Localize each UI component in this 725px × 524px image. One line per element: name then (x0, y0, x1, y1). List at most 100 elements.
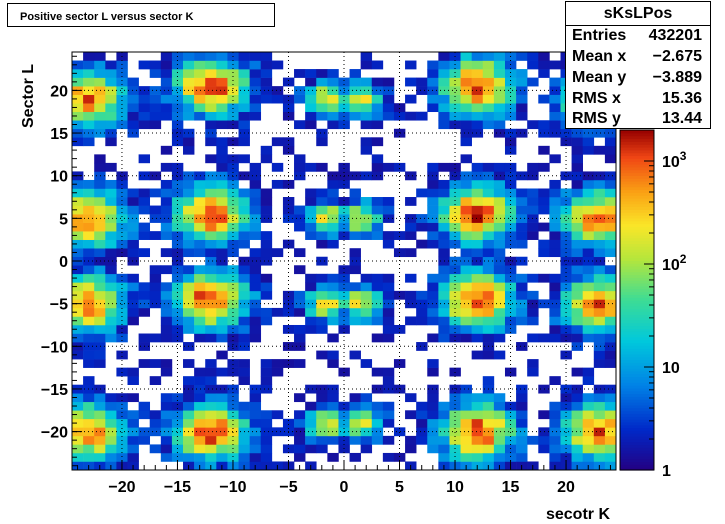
heatmap-cell (205, 188, 217, 198)
heatmap-cell (571, 324, 583, 334)
heatmap-cell (138, 154, 151, 164)
heatmap-cell (249, 273, 262, 283)
heatmap-cell (471, 188, 484, 198)
heatmap-cell (94, 154, 106, 164)
heatmap-cell (471, 60, 484, 70)
heatmap-cell (316, 222, 328, 232)
heatmap-cell (438, 69, 450, 78)
heatmap-cell (249, 94, 262, 104)
stats-label: Mean y (572, 69, 627, 86)
heatmap-cell (482, 231, 495, 240)
heatmap-cell (493, 171, 506, 181)
heatmap-cell (416, 111, 428, 121)
heatmap-cell (294, 359, 306, 368)
heatmap-cell (582, 435, 595, 445)
heatmap-cell (216, 410, 228, 420)
colorbar-segment (620, 362, 654, 366)
heatmap-cell (160, 299, 173, 309)
heatmap-cell (471, 452, 484, 462)
heatmap-cell (449, 231, 461, 240)
heatmap-cell (604, 410, 617, 420)
colorbar-segment (620, 215, 654, 219)
heatmap-cell (360, 231, 373, 240)
heatmap-cell (360, 145, 373, 155)
heatmap-cell (560, 231, 572, 240)
heatmap-cell (471, 273, 484, 283)
heatmap-cell (571, 214, 583, 223)
heatmap-cell (427, 410, 439, 420)
heatmap-cell (593, 273, 606, 283)
heatmap-cell (493, 103, 506, 113)
heatmap-cell (493, 120, 506, 130)
heatmap-cell (582, 393, 595, 403)
heatmap-cell (460, 86, 472, 95)
heatmap-cell (504, 69, 517, 78)
heatmap-cell (260, 214, 273, 223)
heatmap-cell (249, 444, 262, 454)
colorbar-segment (620, 274, 654, 278)
heatmap-cell (549, 376, 561, 385)
heatmap-cell (593, 393, 606, 403)
heatmap-cell (149, 171, 162, 181)
heatmap-cell (260, 154, 273, 164)
heatmap-cell (94, 333, 106, 343)
heatmap-cell (382, 197, 395, 206)
heatmap-cell (238, 239, 250, 249)
heatmap-cell (294, 342, 306, 351)
heatmap-cell (382, 77, 395, 87)
heatmap-cell (227, 205, 239, 215)
heatmap-cell (504, 401, 517, 411)
colorbar-segment (620, 183, 654, 188)
heatmap-cell (205, 231, 217, 240)
heatmap-cell (194, 60, 206, 70)
heatmap-cell (327, 427, 339, 437)
heatmap-cell (249, 52, 262, 61)
colorbar-segment (620, 441, 654, 446)
heatmap-cell (238, 188, 250, 198)
heatmap-cell (560, 299, 572, 309)
heatmap-cell (72, 333, 84, 343)
heatmap-cell (316, 290, 328, 300)
heatmap-cell (171, 171, 184, 181)
heatmap-cell (194, 69, 206, 78)
heatmap-cell (604, 214, 617, 223)
heatmap-cell (493, 77, 506, 87)
heatmap-cell (305, 94, 317, 104)
heatmap-cell (149, 427, 162, 437)
heatmap-cell (349, 205, 361, 215)
heatmap-cell (382, 231, 395, 240)
heatmap-cell (460, 77, 472, 87)
heatmap-cell (560, 324, 572, 334)
heatmap-cell (571, 265, 583, 275)
heatmap-cell (72, 444, 84, 454)
heatmap-cell (493, 435, 506, 445)
heatmap-cell (205, 120, 217, 130)
heatmap-cell (238, 103, 250, 113)
heatmap-cell (227, 94, 239, 104)
heatmap-cell (604, 393, 617, 403)
colorbar-segment (620, 271, 654, 276)
stats-value: −2.675 (652, 48, 702, 65)
heatmap-cell (493, 324, 506, 334)
heatmap-cell (138, 120, 151, 130)
heatmap-cell (260, 376, 273, 385)
heatmap-cell (316, 435, 328, 445)
heatmap-cell (549, 205, 561, 215)
heatmap-cell (360, 401, 373, 411)
heatmap-cell (127, 282, 139, 292)
heatmap-cell (194, 444, 206, 454)
heatmap-cell (549, 60, 561, 70)
heatmap-cell (549, 452, 561, 462)
heatmap-cell (593, 231, 606, 240)
heatmap-cell (260, 282, 273, 292)
heatmap-cell (516, 435, 528, 445)
heatmap-cell (72, 435, 84, 445)
heatmap-cell (249, 162, 262, 172)
heatmap-cell (338, 418, 350, 428)
heatmap-cell (493, 418, 506, 428)
heatmap-cell (116, 77, 128, 87)
heatmap-cell (94, 393, 106, 403)
colorbar-segment (620, 234, 654, 239)
